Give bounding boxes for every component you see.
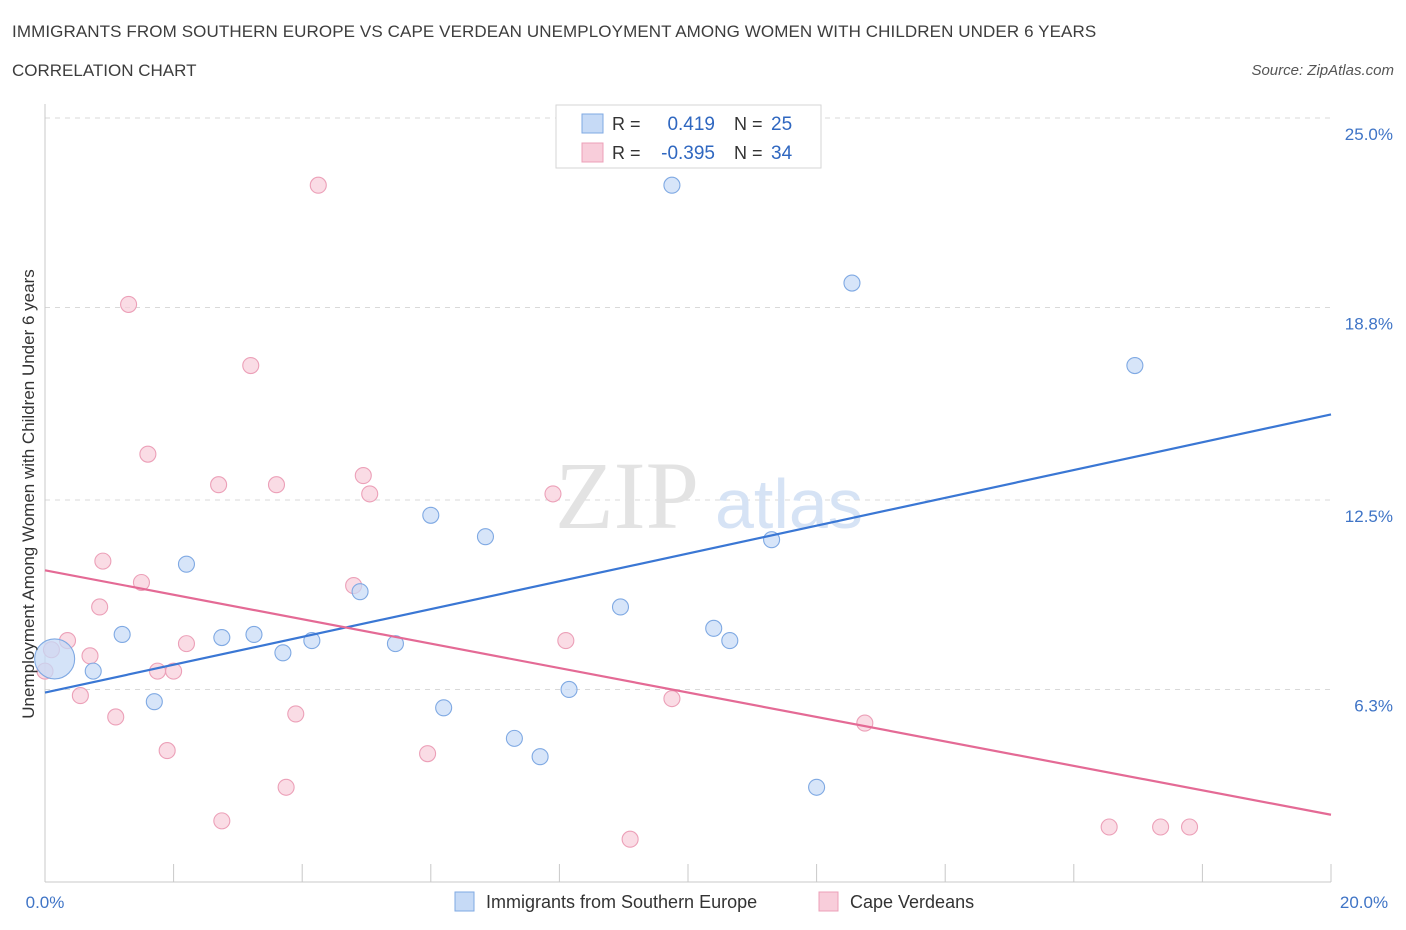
southern-europe-point-12: [435, 699, 453, 717]
cape-verdean-point-30: [856, 714, 874, 732]
cape-verdean-point-33: [1180, 818, 1199, 836]
cape-verdean-point-32: [1152, 818, 1170, 836]
cape-verdean-point-12: [158, 742, 176, 760]
southern-europe-point-0: [34, 638, 76, 680]
chart-subtitle: CORRELATION CHART: [12, 61, 197, 80]
cape-verdean-point-16: [213, 812, 231, 830]
legend-n-value-blue: 25: [771, 114, 792, 135]
x-tick-label-max: 20.0%: [1340, 893, 1388, 912]
southern-europe-point-15: [531, 748, 549, 766]
cape-verdean-point-9: [132, 573, 150, 592]
southern-europe-point-1: [84, 662, 102, 680]
cape-verdean-point-10: [139, 445, 157, 463]
cape-verdean-point-25: [419, 745, 437, 763]
cape-verdean-point-11: [148, 662, 167, 680]
source-label: Source: ZipAtlas.com: [1251, 62, 1394, 79]
chart-title: IMMIGRANTS FROM SOUTHERN EUROPE VS CAPE …: [12, 22, 1097, 41]
cape-verdean-trend-line: [44, 569, 1332, 816]
legend-series: Immigrants from Southern Europe Cape Ver…: [454, 891, 974, 912]
bottom-legend-label-blue: Immigrants from Southern Europe: [486, 892, 757, 912]
cape-verdean-point-26: [544, 485, 562, 503]
cape-verdean-point-7: [107, 708, 125, 726]
legend-r-value-pink: -0.395: [661, 143, 715, 164]
cape-verdean-point-17: [242, 356, 260, 375]
legend-r-label-pink: R =: [612, 143, 641, 163]
watermark-atlas: atlas: [715, 465, 863, 543]
watermark-zip: ZIP: [555, 442, 699, 549]
legend-r-value-blue: 0.419: [667, 114, 715, 135]
cape-verdean-point-21: [309, 176, 327, 194]
legend-swatch-pink: [581, 142, 604, 163]
trend-lines: [44, 413, 1332, 816]
southern-europe-point-22: [808, 778, 826, 796]
cape-verdean-point-13: [165, 662, 183, 680]
legend-n-label-blue: N =: [734, 114, 763, 134]
cape-verdean-point-14: [177, 635, 196, 653]
southern-europe-point-16: [560, 680, 578, 699]
southern-europe-point-5: [213, 628, 231, 647]
southern-europe-point-20: [721, 632, 739, 650]
legend-r-label-blue: R =: [612, 114, 641, 134]
cape-verdean-point-28: [621, 830, 639, 848]
y-tick-label-3: 25.0%: [1345, 125, 1393, 144]
legend-n-label-pink: N =: [734, 143, 763, 163]
cape-verdean-point-24: [361, 485, 379, 503]
bottom-legend-label-pink: Cape Verdeans: [850, 892, 974, 912]
cape-verdean-point-31: [1100, 818, 1118, 836]
gridlines: [45, 117, 1331, 690]
x-tick-label-min: 0.0%: [26, 893, 65, 912]
southern-europe-point-4: [177, 555, 196, 573]
southern-europe-point-19: [705, 619, 723, 637]
southern-europe-point-18: [663, 176, 681, 194]
bottom-legend-swatch-blue: [454, 891, 475, 912]
southern-europe-point-7: [274, 644, 292, 662]
legend-n-value-pink: 34: [771, 143, 793, 164]
y-axis-label: Unemployment Among Women with Children U…: [19, 269, 38, 718]
southern-europe-point-17: [611, 598, 630, 616]
southern-europe-point-6: [245, 625, 263, 644]
y-tick-labels: 6.3% 12.5% 18.8% 25.0%: [1345, 125, 1393, 715]
cape-verdean-point-3: [71, 687, 89, 705]
cape-verdean-point-27: [557, 632, 575, 650]
southern-europe-point-13: [476, 528, 495, 546]
cape-verdean-point-4: [81, 647, 99, 665]
cape-verdean-point-19: [277, 778, 295, 796]
y-tick-label-1: 12.5%: [1345, 507, 1393, 526]
legend-swatch-blue: [581, 113, 604, 134]
southern-europe-point-3: [145, 693, 163, 711]
southern-europe-points: [34, 176, 1144, 796]
y-tick-label-0: 6.3%: [1354, 696, 1393, 715]
bottom-legend-swatch-pink: [818, 891, 839, 912]
cape-verdean-point-18: [267, 476, 286, 494]
southern-europe-point-23: [843, 274, 861, 292]
y-tick-label-2: 18.8%: [1345, 314, 1393, 333]
southern-europe-point-24: [1126, 356, 1144, 375]
southern-europe-trend-line: [44, 413, 1332, 694]
southern-europe-point-11: [422, 506, 440, 524]
southern-europe-point-14: [505, 729, 523, 747]
cape-verdean-point-23: [354, 467, 372, 485]
southern-europe-point-2: [113, 625, 131, 644]
x-ticks: [173, 864, 1332, 882]
southern-europe-point-9: [351, 583, 369, 601]
legend-stats: R = 0.419 N = 25 R = -0.395 N = 34: [555, 104, 822, 169]
cape-verdean-point-6: [94, 552, 112, 570]
cape-verdean-point-8: [120, 295, 138, 313]
cape-verdean-point-5: [91, 598, 109, 616]
southern-europe-point-10: [386, 635, 404, 653]
cape-verdean-point-20: [287, 705, 305, 723]
cape-verdean-point-15: [210, 476, 228, 494]
cape-verdean-point-29: [663, 690, 681, 708]
